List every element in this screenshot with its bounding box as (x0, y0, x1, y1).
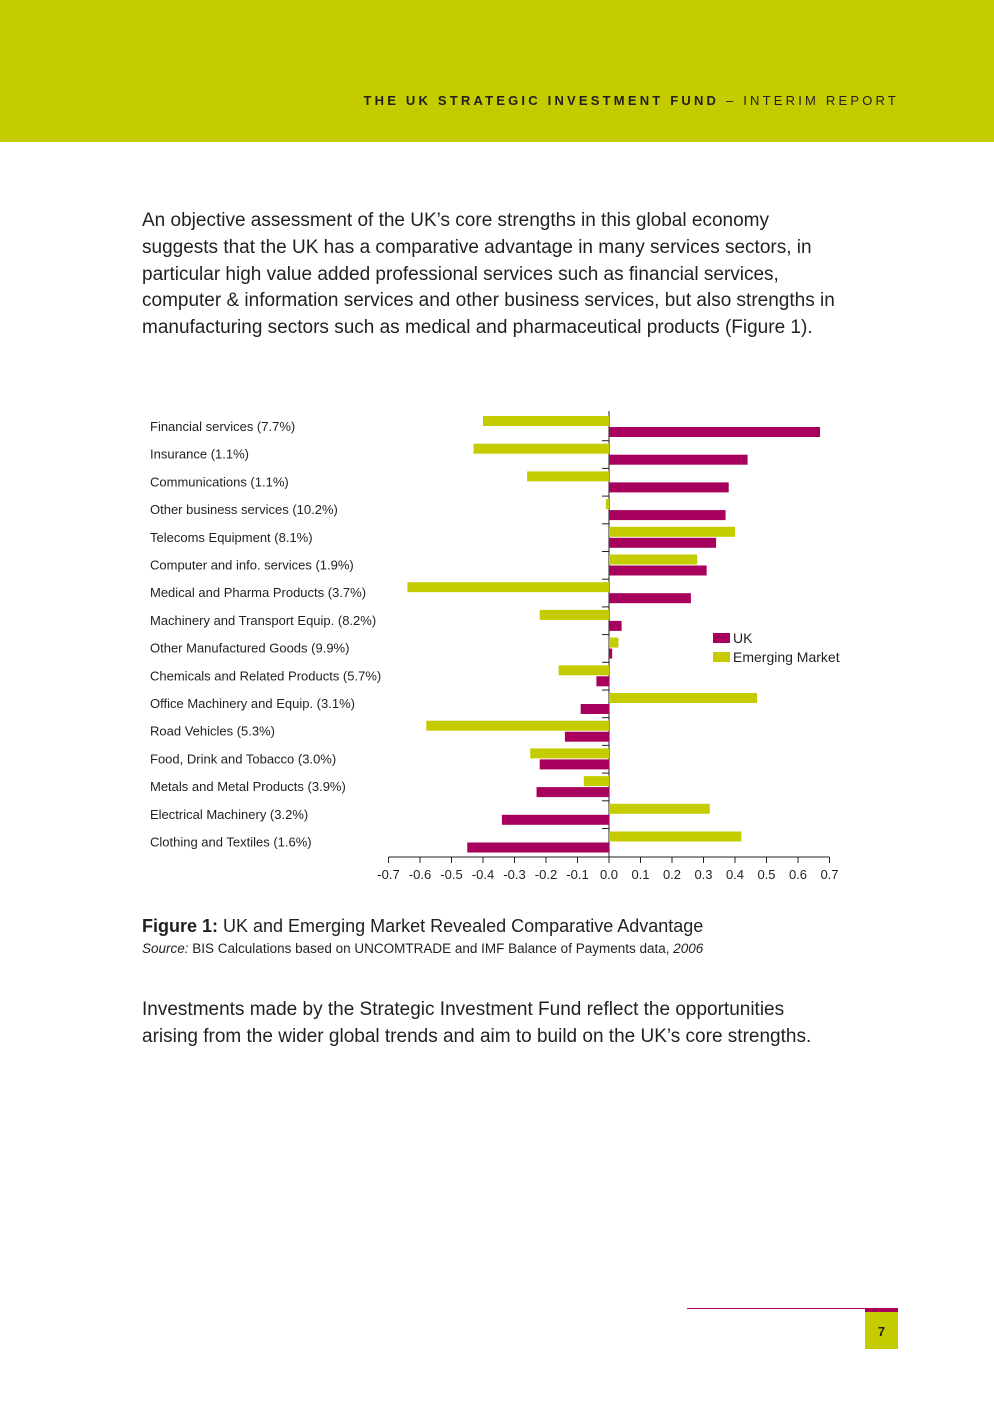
figure-label: Figure 1: (142, 916, 219, 936)
x-tick-label: -0.4 (472, 867, 494, 882)
figure-caption: Figure 1: UK and Emerging Market Reveale… (142, 916, 703, 937)
bar-emerging-market (426, 720, 609, 731)
source-text: BIS Calculations based on UNCOMTRADE and… (188, 941, 674, 956)
running-header-title: THE UK STRATEGIC INVESTMENT FUND (363, 93, 720, 108)
category-label: Financial services (7.7%) (150, 419, 295, 434)
bar-uk (536, 787, 609, 798)
bar-uk (609, 620, 622, 631)
source-year: 2006 (673, 941, 704, 956)
bar-uk (596, 676, 609, 687)
category-label: Other business services (10.2%) (150, 502, 338, 517)
bar-emerging-market (609, 803, 710, 814)
category-label: Machinery and Transport Equip. (8.2%) (150, 613, 376, 628)
bar-emerging-market (605, 499, 609, 510)
bar-uk (609, 565, 707, 576)
bar-emerging-market (609, 526, 735, 537)
bar-uk (564, 731, 609, 742)
source-label: Source: (142, 941, 189, 956)
x-tick-label: 0.2 (663, 867, 681, 882)
category-label: Food, Drink and Tobacco (3.0%) (150, 751, 336, 766)
figure-source: Source: BIS Calculations based on UNCOMT… (142, 941, 703, 956)
bar-emerging-market (407, 582, 609, 593)
x-tick-label: 0.4 (726, 867, 744, 882)
bar-uk (609, 648, 613, 659)
header-band (0, 0, 994, 142)
bar-emerging-market (473, 443, 609, 454)
category-label: Medical and Pharma Products (3.7%) (150, 585, 366, 600)
footer-rule (687, 1308, 865, 1309)
x-tick-label: 0.5 (757, 867, 775, 882)
x-tick-label: -0.3 (503, 867, 525, 882)
category-label: Other Manufactured Goods (9.9%) (150, 641, 349, 656)
bar-uk (609, 510, 726, 521)
x-tick-label: 0.6 (789, 867, 807, 882)
x-tick-label: 0.1 (631, 867, 649, 882)
bar-emerging-market (609, 554, 698, 565)
bar-uk (539, 759, 609, 770)
page-number: 7 (877, 1324, 886, 1339)
category-label: Road Vehicles (5.3%) (150, 724, 275, 739)
category-label: Chemicals and Related Products (5.7%) (150, 668, 381, 683)
bar-emerging-market (539, 609, 609, 620)
intro-paragraph: An objective assessment of the UK’s core… (142, 210, 835, 339)
category-label: Telecoms Equipment (8.1%) (150, 530, 313, 545)
x-tick-label: 0.0 (600, 867, 618, 882)
category-label: Computer and info. services (1.9%) (150, 558, 354, 573)
bar-uk (580, 704, 609, 714)
x-tick-label: -0.7 (377, 867, 399, 882)
category-label: Electrical Machinery (3.2%) (150, 807, 308, 822)
x-tick-label: -0.6 (409, 867, 431, 882)
category-label: Metals and Metal Products (3.9%) (150, 779, 346, 794)
bar-uk (609, 537, 717, 548)
bar-uk (501, 814, 609, 825)
legend-label: Emerging Market (733, 649, 840, 665)
category-label: Insurance (1.1%) (150, 447, 249, 462)
x-tick-label: -0.5 (440, 867, 462, 882)
legend-label: UK (733, 630, 753, 646)
x-tick-label: -0.2 (535, 867, 557, 882)
x-tick-label: 0.7 (820, 867, 838, 882)
legend-swatch (713, 652, 730, 662)
running-header-subtitle: – INTERIM REPORT (719, 93, 899, 108)
bar-emerging-market (609, 831, 742, 842)
bar-uk (609, 482, 729, 493)
category-label: Clothing and Textiles (1.6%) (150, 835, 312, 850)
x-tick-label: 0.3 (694, 867, 712, 882)
bar-uk (467, 842, 609, 853)
bar-emerging-market (530, 748, 609, 759)
bar-uk (609, 454, 748, 465)
bar-emerging-market (483, 416, 609, 426)
category-label: Communications (1.1%) (150, 474, 289, 489)
closing-paragraph: Investments made by the Strategic Invest… (142, 999, 812, 1047)
bar-emerging-market (558, 665, 609, 676)
bar-emerging-market (583, 776, 609, 787)
page-number-box: 7 (865, 1308, 898, 1349)
legend-swatch (713, 633, 730, 643)
x-tick-label: -0.1 (566, 867, 588, 882)
bar-emerging-market (609, 693, 758, 703)
category-label: Office Machinery and Equip. (3.1%) (150, 696, 355, 711)
bar-emerging-market (609, 637, 619, 648)
bar-emerging-market (527, 471, 609, 482)
bar-uk (609, 427, 821, 437)
bar-uk (609, 593, 691, 604)
rca-bar-chart: Financial services (7.7%) Insurance (1.1%… (150, 411, 840, 882)
running-header: THE UK STRATEGIC INVESTMENT FUND – INTER… (363, 93, 899, 108)
figure-title: UK and Emerging Market Revealed Comparat… (218, 916, 704, 936)
